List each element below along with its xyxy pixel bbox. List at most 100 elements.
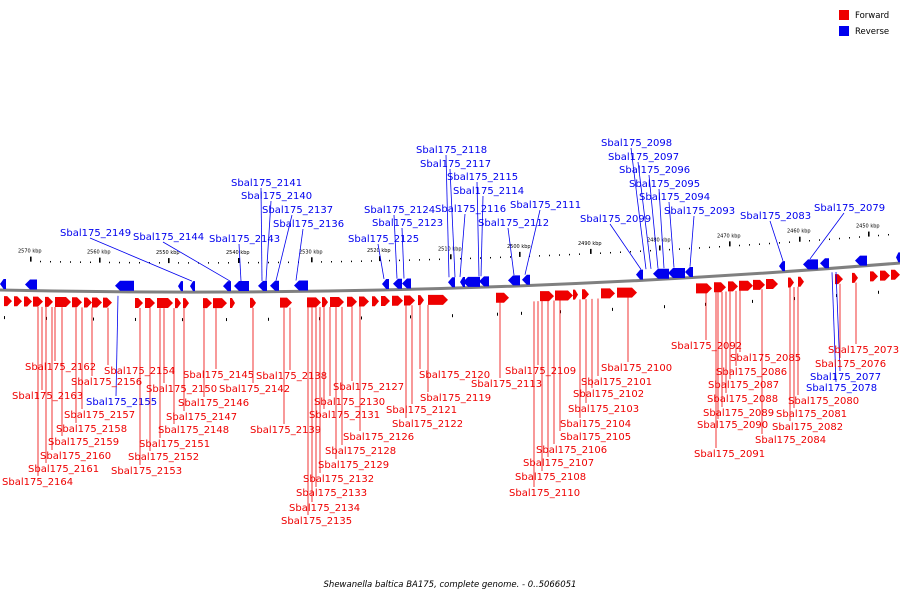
gene-label: Sbal175_2148: [158, 425, 229, 436]
legend: Forward Reverse: [839, 10, 889, 37]
scale-label: 2550 kbp: [156, 250, 180, 256]
scale-tick-minor: [819, 239, 820, 241]
reverse-gene-arrow: [779, 261, 785, 272]
genome-backbone: [0, 261, 900, 294]
legend-reverse-label: Reverse: [855, 27, 889, 37]
forward-gene-labels: Sbal175_2162 Sbal175_2163 Sbal175_2164 Sbal…: [2, 282, 899, 527]
reverse-gene-arrow: [258, 280, 267, 291]
forward-gene-arrow: [33, 296, 43, 307]
scale-tick-minor: [80, 261, 81, 263]
reverse-gene-arrow: [234, 281, 249, 292]
scale-tick-minor: [351, 260, 352, 263]
gene-label: Sbal175_2133: [296, 488, 367, 499]
forward-gene-arrow: [418, 295, 424, 306]
reverse-features: [0, 252, 900, 292]
forward-gene-arrow: [157, 298, 173, 309]
scale-label: 2540 kbp: [226, 250, 250, 256]
forward-gene-arrow: [347, 296, 357, 307]
scale-tick-minor: [439, 258, 440, 261]
reverse-gene-arrow: [0, 279, 6, 289]
gene-label: Sbal175_2083: [740, 211, 811, 222]
gene-leader-line: [265, 200, 272, 281]
gene-label: Sbal175_2106: [536, 445, 607, 456]
scale-tick-major: [659, 245, 661, 251]
forward-gene-arrow: [145, 298, 155, 309]
gene-label: Sbal175_2094: [639, 192, 710, 203]
gene-leader-line: [637, 161, 652, 269]
scale-tick-minor: [610, 251, 611, 254]
gene-label: Sbal175_2098: [601, 138, 672, 149]
scale-tick-minor: [630, 250, 631, 253]
legend-reverse-swatch: [839, 26, 849, 36]
gene-label: Sbal175_2143: [209, 234, 280, 245]
gene-label: Sbal175_2122: [392, 419, 463, 430]
gene-label: Sbal175_2080: [788, 396, 859, 407]
forward-gene-arrow: [404, 295, 415, 306]
reverse-gene-arrow: [479, 276, 489, 287]
gene-label: Sbal175_2132: [303, 474, 374, 485]
gene-label: Sbal175_2126: [343, 432, 414, 443]
gene-leader-line: [377, 243, 385, 280]
reverse-gene-arrow: [463, 276, 480, 287]
scale-tick-minor: [139, 261, 140, 264]
scale-tick-minor: [779, 242, 780, 244]
gene-label: Sbal175_2137: [262, 205, 333, 216]
scale-tick-major: [99, 257, 101, 263]
reverse-gene-arrow: [402, 278, 411, 289]
gene-leader-line: [809, 212, 845, 260]
gene-label: Sbal175_2160: [40, 451, 111, 462]
gene-label: Sbal175_2087: [708, 380, 779, 391]
scale-tick-minor: [109, 261, 110, 264]
forward-gene-arrow: [555, 290, 573, 301]
gene-label: Sbal175_2076: [815, 359, 886, 370]
scale-label: 2450 kbp: [856, 224, 880, 230]
scale-tick-lower: [268, 317, 269, 321]
scale-tick-minor: [218, 262, 219, 264]
scale-ruler: 2570 kbp 2560 kbp 2550 kbp 2540 kbp 2530 kbp…: [4, 224, 889, 322]
gene-label: Sbal175_2161: [28, 464, 99, 475]
scale-tick-minor: [159, 262, 160, 264]
scale-tick-lower: [452, 314, 453, 318]
gene-leader-line: [459, 213, 466, 277]
gene-label: Sbal175_2127: [333, 382, 404, 393]
scale-tick-minor: [539, 255, 540, 257]
gene-leader-line: [393, 214, 398, 279]
forward-gene-arrow: [307, 297, 321, 308]
forward-gene-arrow: [55, 297, 71, 308]
forward-gene-arrow: [24, 296, 32, 307]
scale-tick-lower: [752, 299, 753, 303]
gene-leader-line: [401, 227, 405, 279]
scale-tick-major: [868, 231, 870, 237]
scale-tick-major: [519, 251, 521, 257]
scale-tick-minor: [331, 260, 332, 263]
gene-label: Sbal175_2162: [25, 362, 96, 373]
scale-tick-minor: [361, 260, 362, 262]
gene-leader-line: [480, 195, 484, 277]
scale-tick-lower: [794, 297, 795, 301]
scale-tick-major: [311, 257, 313, 263]
gene-label: Sbal175_2125: [348, 234, 419, 245]
forward-gene-arrow: [428, 294, 448, 305]
scale-tick-lower: [497, 312, 498, 316]
reverse-gene-arrow: [685, 266, 693, 277]
gene-leader-line: [648, 174, 659, 269]
scale-tick-minor: [569, 253, 570, 256]
reverse-gene-arrow: [223, 281, 231, 292]
gene-label: Sbal175_2131: [309, 410, 380, 421]
scale-tick-minor: [371, 260, 372, 262]
forward-gene-arrow: [103, 297, 112, 308]
gene-label: Sbal175_2115: [447, 172, 518, 183]
reverse-gene-arrow: [460, 276, 465, 287]
gene-label: Sbal175_2111: [510, 200, 581, 211]
reverse-gene-arrow: [115, 280, 134, 291]
scale-tick-minor: [849, 237, 850, 239]
forward-gene-arrow: [72, 297, 82, 308]
scale-tick-minor: [119, 261, 120, 264]
gene-leader-line: [835, 272, 841, 372]
gene-label: Sbal175_2105: [560, 432, 631, 443]
gene-label: Sbal175_2141: [231, 178, 302, 189]
scale-tick-minor: [510, 256, 511, 258]
gene-label: Sbal175_2101: [581, 377, 652, 388]
scale-tick-minor: [248, 261, 249, 264]
gene-label: Sbal175_2118: [416, 145, 487, 156]
